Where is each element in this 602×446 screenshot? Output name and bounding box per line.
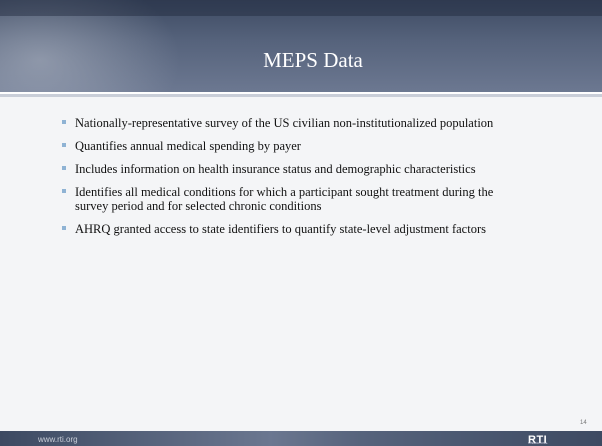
bullet-text: AHRQ granted access to state identifiers… <box>75 222 486 236</box>
footer-bar <box>0 431 602 446</box>
bullet-item: AHRQ granted access to state identifiers… <box>62 222 512 236</box>
bullet-marker <box>62 166 66 170</box>
bullet-list: Nationally-representative survey of the … <box>62 116 512 245</box>
bullet-item: Nationally-representative survey of the … <box>62 116 512 130</box>
bullet-item: Quantifies annual medical spending by pa… <box>62 139 512 153</box>
bullet-text: Quantifies annual medical spending by pa… <box>75 139 301 153</box>
title-banner <box>0 0 602 92</box>
bullet-text: Nationally-representative survey of the … <box>75 116 494 130</box>
bullet-text: Identifies all medical conditions for wh… <box>75 185 494 213</box>
bullet-marker <box>62 226 66 230</box>
bullet-item: Includes information on health insurance… <box>62 162 512 176</box>
bullet-marker <box>62 189 66 193</box>
slide-title: MEPS Data <box>263 48 363 72</box>
banner-glow <box>0 0 602 92</box>
logo-text: RTI <box>528 434 548 446</box>
bullet-item: Identifies all medical conditions for wh… <box>62 185 512 213</box>
divider <box>0 92 602 94</box>
logo-subtitle: INTERNATIONAL <box>528 442 548 445</box>
bullet-marker <box>62 120 66 124</box>
top-strip <box>0 0 602 16</box>
page-number: 14 <box>580 420 587 426</box>
bullet-text: Includes information on health insurance… <box>75 162 476 176</box>
footer-url: www.rti.org <box>38 435 78 444</box>
divider-shadow <box>0 94 602 97</box>
bullet-marker <box>62 143 66 147</box>
logo: RTI INTERNATIONAL <box>528 430 548 446</box>
